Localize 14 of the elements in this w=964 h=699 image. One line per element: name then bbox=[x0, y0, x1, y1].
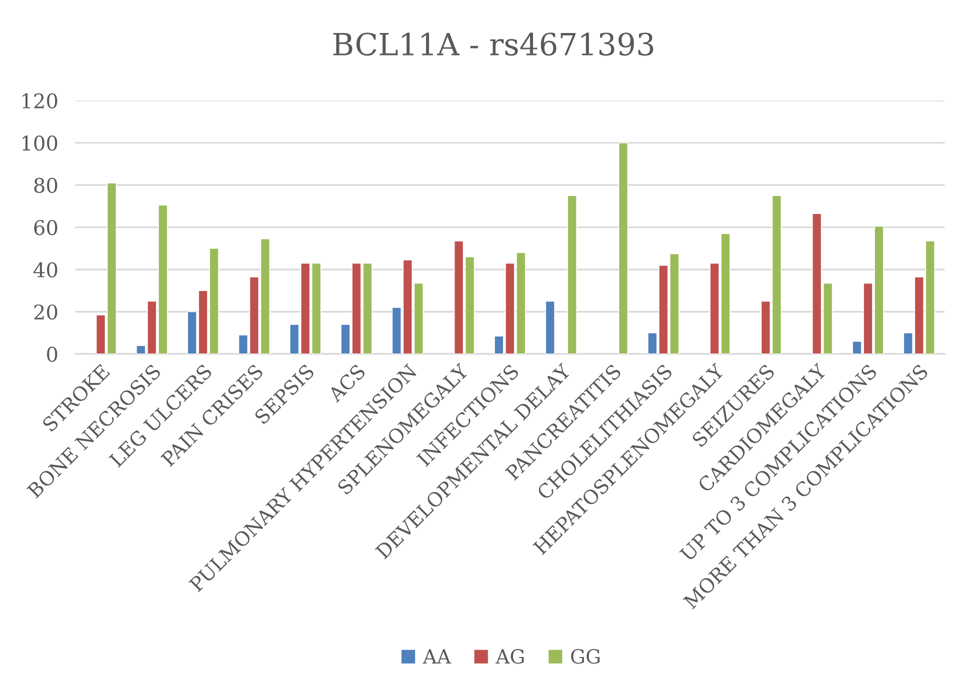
y-tick-label: 0 bbox=[47, 346, 58, 362]
y-tick-label: 80 bbox=[34, 178, 58, 193]
y-tick-label: 40 bbox=[34, 262, 58, 278]
chart-title: BCL11A - rs4671393 bbox=[333, 32, 654, 56]
y-tick-label: 60 bbox=[34, 220, 58, 236]
bar bbox=[567, 195, 577, 354]
y-tick-label: 20 bbox=[34, 304, 58, 320]
y-tick-label: 100 bbox=[22, 136, 58, 151]
bar bbox=[545, 300, 556, 354]
legend-label: AG bbox=[496, 649, 524, 664]
legend-label: GG bbox=[571, 649, 600, 664]
bar bbox=[618, 142, 628, 354]
y-tick-label: 120 bbox=[22, 93, 58, 109]
legend-label: AA bbox=[422, 649, 452, 664]
